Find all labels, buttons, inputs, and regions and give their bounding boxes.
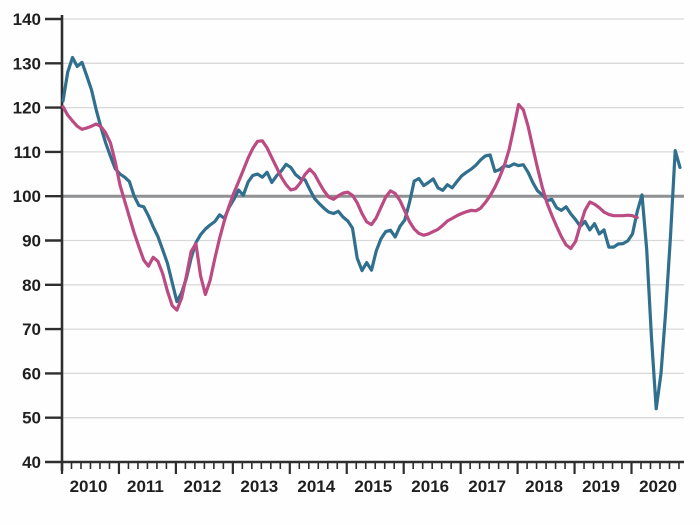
y-tick-label: 90 [22,232,41,251]
y-tick-label: 80 [22,276,41,295]
x-tick-label: 2016 [411,477,449,496]
x-tick-label: 2020 [639,477,677,496]
y-tick-label: 120 [13,99,41,118]
x-tick-label: 2015 [354,477,392,496]
y-tick-label: 70 [22,320,41,339]
y-tick-label: 60 [22,364,41,383]
y-tick-label: 140 [13,10,41,29]
y-tick-label: 130 [13,54,41,73]
x-tick-label: 2018 [525,477,563,496]
y-axis-labels: 40 50 60 70 80 90 100 110 120 130 140 [13,10,41,472]
y-tick-label: 100 [13,187,41,206]
x-tick-label: 2014 [297,477,335,496]
x-tick-label: 2019 [582,477,620,496]
y-tick-label: 110 [14,143,41,162]
x-axis-labels: 2010 2011 2012 2013 2014 2015 2016 2017 2018 2019… [70,477,677,496]
x-tick-label: 2010 [70,477,108,496]
x-tick-label: 2013 [240,477,278,496]
x-tick-label: 2012 [183,477,221,496]
y-tick-label: 40 [22,453,41,472]
axes [60,15,684,471]
x-tick-label: 2017 [468,477,506,496]
x-axis-ticks [60,462,680,474]
series-pink-line [61,102,639,312]
x-tick-label: 2011 [127,477,164,496]
series-blue-line [61,55,682,411]
y-tick-label: 50 [22,409,41,428]
y-axis-ticks [45,17,62,464]
